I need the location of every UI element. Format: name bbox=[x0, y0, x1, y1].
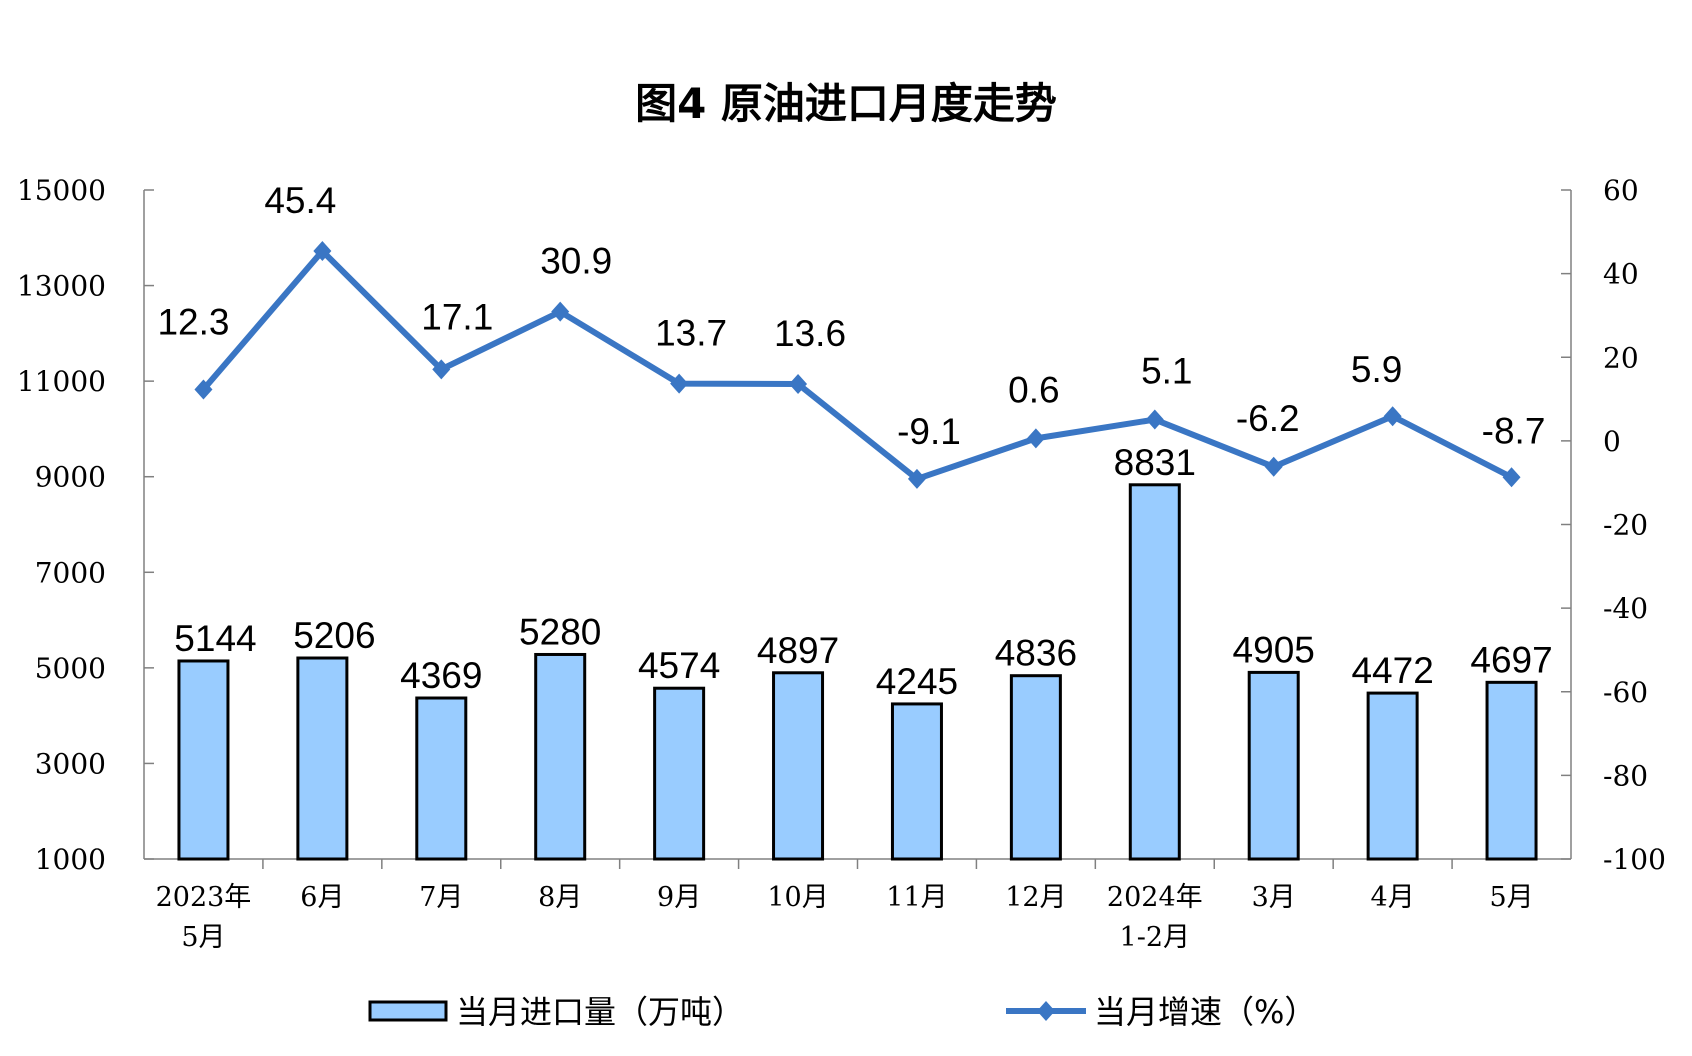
bar-data-label: 4897 bbox=[757, 630, 839, 671]
left-tick-label: 1000 bbox=[35, 843, 106, 876]
line-data-label: 5.9 bbox=[1351, 349, 1402, 390]
bar-data-label: 4369 bbox=[400, 655, 482, 696]
x-tick-label: 4月 bbox=[1371, 882, 1415, 913]
line-data-label: -8.7 bbox=[1482, 410, 1546, 451]
x-tick-label: 12月 bbox=[1005, 882, 1066, 913]
bar bbox=[772, 671, 825, 861]
x-tick-label: 2024年 bbox=[1107, 882, 1203, 913]
bar-data-label: 8831 bbox=[1114, 442, 1196, 483]
bar bbox=[1009, 674, 1062, 861]
legend-bar-swatch bbox=[368, 1000, 448, 1022]
bar-data-label: 4697 bbox=[1470, 639, 1552, 680]
line-marker bbox=[789, 374, 808, 395]
line-marker bbox=[1383, 406, 1402, 427]
right-tick-label: 0 bbox=[1603, 425, 1621, 458]
bar bbox=[1247, 670, 1300, 861]
right-tick-label: -20 bbox=[1603, 509, 1648, 542]
axes: 1000 3000 5000 7000 9000 11000 13000 15000 -100 -… bbox=[17, 174, 1666, 953]
line-marker bbox=[907, 468, 926, 489]
x-tick-label: 6月 bbox=[300, 882, 344, 913]
line-marker bbox=[1026, 428, 1045, 449]
left-tick-label: 7000 bbox=[35, 556, 106, 589]
line-data-label: 45.4 bbox=[264, 180, 336, 221]
x-tick-label: 5月 bbox=[1489, 882, 1533, 913]
left-tick-label: 5000 bbox=[35, 652, 106, 685]
line-data-label: 0.6 bbox=[1008, 369, 1059, 410]
x-tick-label: 2023年 bbox=[156, 882, 252, 913]
bar bbox=[1128, 483, 1181, 861]
legend-bar-label: 当月进口量（万吨） bbox=[456, 993, 744, 1031]
line-marker bbox=[1502, 467, 1521, 488]
bar-data-label: 5206 bbox=[293, 615, 375, 656]
right-tick-label: -60 bbox=[1603, 676, 1648, 709]
x-tick-label: 9月 bbox=[657, 882, 701, 913]
line-marker bbox=[1145, 409, 1164, 430]
x-tick-label: 5月 bbox=[181, 922, 225, 953]
legend-line-label: 当月增速（%） bbox=[1094, 993, 1316, 1031]
right-tick-label: 60 bbox=[1603, 174, 1639, 207]
line-data-label: -9.1 bbox=[897, 411, 961, 452]
line-data-label: 13.6 bbox=[774, 313, 846, 354]
line-data-label: 12.3 bbox=[157, 301, 229, 342]
line-data-label: 17.1 bbox=[421, 296, 493, 337]
bar bbox=[890, 702, 943, 861]
line-marker bbox=[194, 379, 213, 400]
x-tick-label: 7月 bbox=[419, 882, 463, 913]
line-series: 12.3 45.4 17.1 30.9 13.7 13.6 -9.1 0.6 5.1 -6.2 5.… bbox=[157, 180, 1545, 489]
line-data-label: 30.9 bbox=[540, 241, 612, 282]
bar bbox=[1485, 680, 1538, 861]
x-tick-label: 10月 bbox=[767, 882, 828, 913]
legend: 当月进口量（万吨） 当月增速（%） bbox=[368, 993, 1316, 1031]
x-tick-label: 3月 bbox=[1252, 882, 1296, 913]
bar-data-label: 4245 bbox=[876, 661, 958, 702]
line-data-label: -6.2 bbox=[1236, 398, 1300, 439]
bar-data-label: 5144 bbox=[174, 618, 256, 659]
left-tick-label: 3000 bbox=[35, 747, 106, 780]
line-marker bbox=[551, 301, 570, 322]
right-tick-label: -80 bbox=[1603, 759, 1648, 792]
x-tick-label: 8月 bbox=[538, 882, 582, 913]
left-tick-label: 11000 bbox=[17, 365, 106, 398]
bar bbox=[534, 652, 587, 861]
bar bbox=[177, 659, 230, 861]
bar-data-label: 4905 bbox=[1233, 629, 1315, 670]
line-data-label: 13.7 bbox=[655, 313, 727, 354]
line-data-label: 5.1 bbox=[1141, 351, 1192, 392]
bar bbox=[296, 656, 349, 861]
legend-line-marker bbox=[1037, 1001, 1055, 1021]
x-tick-label: 1-2月 bbox=[1120, 922, 1190, 953]
bar bbox=[415, 696, 468, 861]
left-tick-label: 9000 bbox=[35, 461, 106, 494]
right-tick-label: -40 bbox=[1603, 592, 1648, 625]
bar-data-label: 4472 bbox=[1351, 650, 1433, 691]
line-marker bbox=[670, 373, 689, 394]
bar-data-label: 4836 bbox=[995, 633, 1077, 674]
bar bbox=[1366, 691, 1419, 861]
bar-data-label: 4574 bbox=[638, 645, 720, 686]
right-tick-label: -100 bbox=[1603, 843, 1666, 876]
line-marker bbox=[1264, 456, 1283, 477]
line-marker bbox=[313, 241, 332, 262]
right-tick-label: 40 bbox=[1603, 258, 1639, 291]
left-tick-label: 13000 bbox=[17, 270, 106, 303]
bar-data-label: 5280 bbox=[519, 611, 601, 652]
left-tick-label: 15000 bbox=[17, 174, 106, 207]
bar bbox=[653, 686, 706, 861]
chart-title: 图4 原油进口月度走势 bbox=[635, 79, 1057, 128]
growth-line bbox=[201, 248, 1513, 482]
x-tick-label: 11月 bbox=[886, 882, 947, 913]
right-tick-label: 20 bbox=[1603, 341, 1639, 374]
bar-series: 5144 5206 4369 5280 4574 4897 4245 4836 8831 4905… bbox=[174, 442, 1553, 861]
line-marker bbox=[432, 359, 451, 380]
